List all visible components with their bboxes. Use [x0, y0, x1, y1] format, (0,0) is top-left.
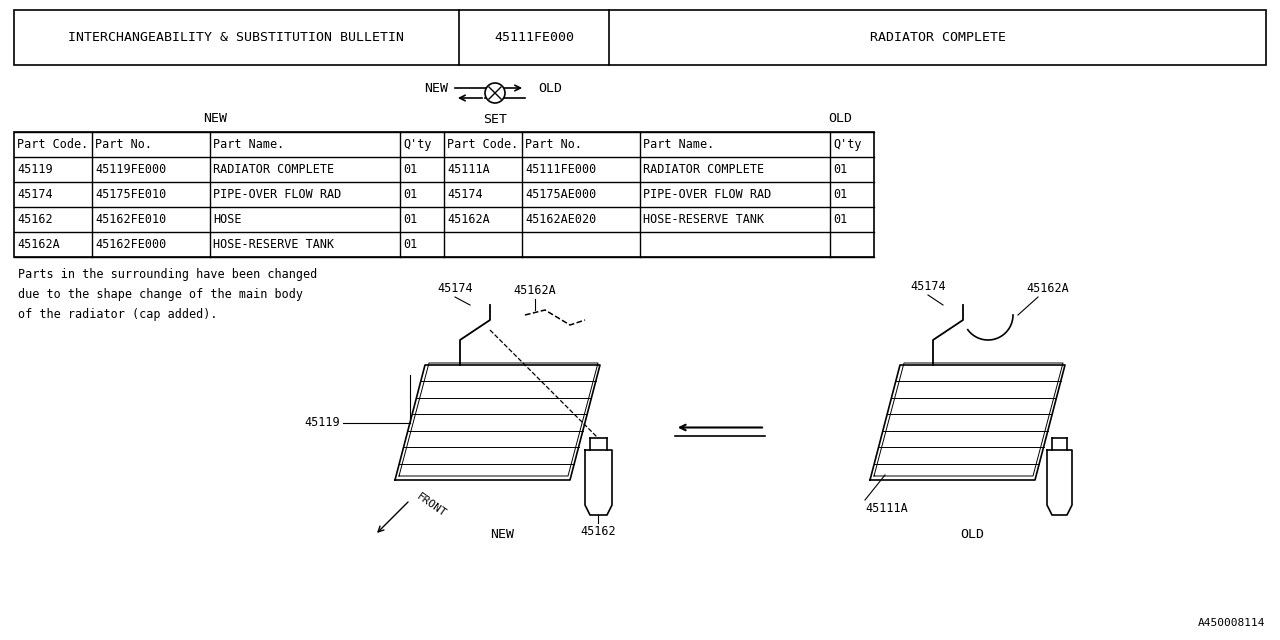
Text: 01: 01: [833, 163, 847, 176]
Text: NEW: NEW: [424, 81, 448, 95]
Text: 45162FE000: 45162FE000: [95, 238, 166, 251]
Text: HOSE: HOSE: [212, 213, 242, 226]
Circle shape: [485, 83, 506, 103]
Text: 45111FE000: 45111FE000: [494, 31, 573, 44]
Bar: [14, 10, 1266, 65]
Text: 01: 01: [403, 238, 417, 251]
Text: 45162FE010: 45162FE010: [95, 213, 166, 226]
Text: 45175FE010: 45175FE010: [95, 188, 166, 201]
Text: 45174: 45174: [447, 188, 483, 201]
Text: 45174: 45174: [438, 282, 472, 295]
Text: 45162AE020: 45162AE020: [525, 213, 596, 226]
Text: 45111A: 45111A: [447, 163, 490, 176]
Text: PIPE-OVER FLOW RAD: PIPE-OVER FLOW RAD: [212, 188, 342, 201]
Text: 45174: 45174: [910, 280, 946, 293]
Text: 45119: 45119: [17, 163, 52, 176]
Text: PIPE-OVER FLOW RAD: PIPE-OVER FLOW RAD: [643, 188, 772, 201]
Text: Part No.: Part No.: [525, 138, 582, 151]
Text: 45119FE000: 45119FE000: [95, 163, 166, 176]
Text: RADIATOR COMPLETE: RADIATOR COMPLETE: [212, 163, 334, 176]
Text: 01: 01: [833, 188, 847, 201]
Text: 45175AE000: 45175AE000: [525, 188, 596, 201]
Text: Part Code.: Part Code.: [447, 138, 518, 151]
Text: INTERCHANGEABILITY & SUBSTITUTION BULLETIN: INTERCHANGEABILITY & SUBSTITUTION BULLET…: [68, 31, 404, 44]
Text: 45162: 45162: [580, 525, 616, 538]
Text: Q'ty: Q'ty: [833, 138, 861, 151]
Text: NEW: NEW: [204, 111, 227, 125]
Text: HOSE-RESERVE TANK: HOSE-RESERVE TANK: [212, 238, 334, 251]
Text: Q'ty: Q'ty: [403, 138, 431, 151]
Text: 45162A: 45162A: [513, 284, 557, 297]
Text: Part Name.: Part Name.: [212, 138, 284, 151]
Bar: [14, 132, 874, 257]
Text: 45111A: 45111A: [865, 502, 908, 515]
Text: 45162: 45162: [17, 213, 52, 226]
Text: RADIATOR COMPLETE: RADIATOR COMPLETE: [869, 31, 1006, 44]
Text: 45162A: 45162A: [17, 238, 60, 251]
Text: 45162A: 45162A: [447, 213, 490, 226]
Text: 01: 01: [403, 163, 417, 176]
Text: 01: 01: [403, 213, 417, 226]
Text: 45119: 45119: [305, 416, 340, 429]
Text: Part Name.: Part Name.: [643, 138, 714, 151]
Text: Part Code.: Part Code.: [17, 138, 88, 151]
Text: 45111FE000: 45111FE000: [525, 163, 596, 176]
Text: FRONT: FRONT: [415, 492, 448, 519]
Text: NEW: NEW: [490, 529, 515, 541]
Text: 01: 01: [403, 188, 417, 201]
Text: Parts in the surrounding have been changed
due to the shape change of the main b: Parts in the surrounding have been chang…: [18, 268, 317, 321]
Text: HOSE-RESERVE TANK: HOSE-RESERVE TANK: [643, 213, 764, 226]
Text: SET: SET: [483, 113, 507, 126]
Text: A450008114: A450008114: [1198, 618, 1265, 628]
Text: OLD: OLD: [828, 111, 852, 125]
Text: RADIATOR COMPLETE: RADIATOR COMPLETE: [643, 163, 764, 176]
Text: 45162A: 45162A: [1027, 282, 1069, 295]
Text: Part No.: Part No.: [95, 138, 152, 151]
Text: 01: 01: [833, 213, 847, 226]
Text: OLD: OLD: [960, 529, 984, 541]
Text: OLD: OLD: [538, 81, 562, 95]
Text: 45174: 45174: [17, 188, 52, 201]
